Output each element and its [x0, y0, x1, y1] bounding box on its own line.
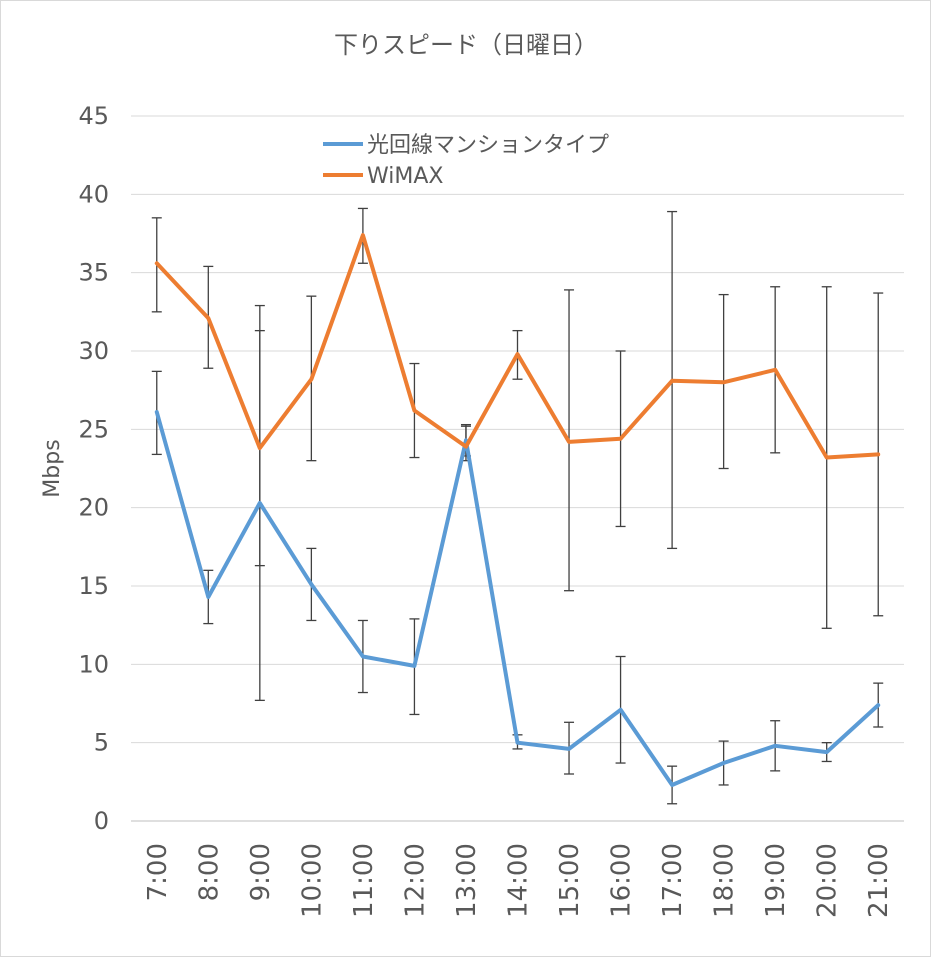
x-tick-label: 14:00 — [504, 843, 534, 918]
x-tick-label: 10:00 — [297, 843, 327, 918]
y-tick-label: 35 — [78, 259, 109, 287]
series-lines — [154, 233, 881, 787]
y-tick-label: 10 — [78, 650, 109, 678]
x-tick-label: 7:00 — [143, 843, 173, 901]
series-line — [154, 410, 881, 787]
y-tick-label: 25 — [78, 415, 109, 443]
y-axis-tick-labels: 0 5 10 15 20 25 30 35 40 45 — [78, 102, 109, 835]
x-tick-label: 21:00 — [864, 843, 894, 918]
x-axis-tick-labels: 7:00 8:00 9:00 10:00 11:00 12:00 13:00 14:00 15:… — [143, 843, 894, 918]
x-tick-label: 9:00 — [246, 843, 276, 901]
y-tick-label: 5 — [94, 729, 109, 757]
x-tick-label: 15:00 — [555, 843, 585, 918]
legend: 光回線マンションタイプ WiMAX — [323, 133, 609, 189]
y-tick-label: 15 — [78, 572, 109, 600]
y-tick-label: 20 — [78, 494, 109, 522]
x-tick-label: 13:00 — [452, 843, 482, 918]
gridlines — [131, 115, 904, 822]
chart-title: 下りスピード（日曜日） — [334, 31, 598, 59]
x-tick-label: 11:00 — [349, 843, 379, 918]
y-tick-label: 45 — [78, 102, 109, 130]
y-tick-label: 0 — [94, 807, 109, 835]
x-tick-label: 20:00 — [813, 843, 843, 918]
y-tick-label: 40 — [78, 180, 109, 208]
y-tick-label: 30 — [78, 337, 109, 365]
legend-label: 光回線マンションタイプ — [367, 133, 609, 158]
x-tick-label: 16:00 — [607, 843, 637, 918]
y-axis-label: Mbps — [40, 439, 65, 497]
x-tick-label: 19:00 — [761, 843, 791, 918]
x-tick-label: 8:00 — [194, 843, 224, 901]
legend-label: WiMAX — [367, 164, 443, 189]
x-tick-label: 17:00 — [658, 843, 688, 918]
x-tick-label: 18:00 — [710, 843, 740, 918]
x-tick-label: 12:00 — [400, 843, 430, 918]
series-line — [154, 233, 881, 460]
